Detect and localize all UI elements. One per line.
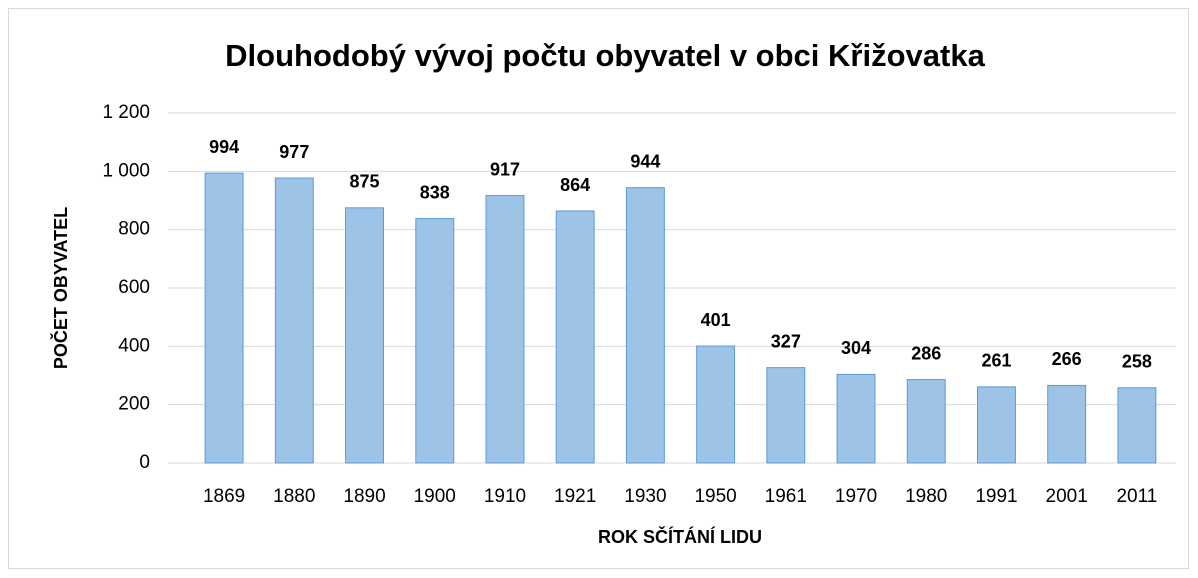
y-tick-label: 600 <box>118 277 150 298</box>
bar <box>204 172 244 464</box>
x-tick-label: 1869 <box>203 486 245 507</box>
y-tick-label: 1 000 <box>102 160 150 181</box>
y-axis-title: POČET OBYVATEL <box>50 207 71 369</box>
y-tick-label: 400 <box>118 335 150 356</box>
data-label: 838 <box>420 182 450 202</box>
x-tick-label: 2001 <box>1046 486 1088 507</box>
x-tick-label: 2011 <box>1116 486 1157 507</box>
bar <box>977 386 1016 464</box>
data-label: 994 <box>209 137 239 157</box>
bar <box>696 345 736 464</box>
bar <box>415 218 455 464</box>
bar <box>345 207 384 464</box>
y-tick-label: 1 200 <box>102 102 150 123</box>
data-label: 258 <box>1122 352 1152 372</box>
x-tick-label: 1961 <box>765 486 807 507</box>
x-tick-label: 1890 <box>343 486 385 507</box>
bar <box>1117 387 1157 464</box>
data-label: 266 <box>1052 349 1082 369</box>
x-tick-label: 1930 <box>624 486 666 507</box>
data-label: 875 <box>350 172 380 192</box>
bar <box>274 177 314 464</box>
x-tick-label: 1950 <box>694 486 736 507</box>
bar <box>1047 384 1087 464</box>
x-tick-label: 1980 <box>905 486 947 507</box>
chart-title: Dlouhodobý vývoj počtu obyvatel v obci K… <box>225 38 985 73</box>
bar <box>625 187 665 464</box>
x-tick-label: 1900 <box>414 486 456 507</box>
data-label: 286 <box>911 343 941 363</box>
y-tick-label: 0 <box>139 452 150 473</box>
data-label: 261 <box>981 351 1011 371</box>
y-tick-label: 200 <box>118 394 150 415</box>
x-axis-title: ROK SČÍTÁNÍ LIDU <box>598 526 762 547</box>
data-label: 304 <box>841 338 871 358</box>
x-tick-label: 1880 <box>273 486 315 507</box>
x-tick-label: 1970 <box>835 486 877 507</box>
x-tick-label: 1910 <box>484 486 526 507</box>
data-label: 864 <box>560 175 590 195</box>
x-tick-label: 1921 <box>554 486 596 507</box>
data-label: 327 <box>771 331 801 351</box>
bar <box>555 210 595 464</box>
data-label: 401 <box>701 310 731 330</box>
x-tick-label: 1991 <box>975 486 1017 507</box>
bar <box>836 373 876 464</box>
data-label: 977 <box>279 142 309 162</box>
bar <box>485 195 525 464</box>
bar <box>906 379 946 464</box>
bar <box>766 367 806 464</box>
y-tick-label: 800 <box>118 219 150 240</box>
data-label: 917 <box>490 159 520 179</box>
data-label: 944 <box>630 151 660 171</box>
